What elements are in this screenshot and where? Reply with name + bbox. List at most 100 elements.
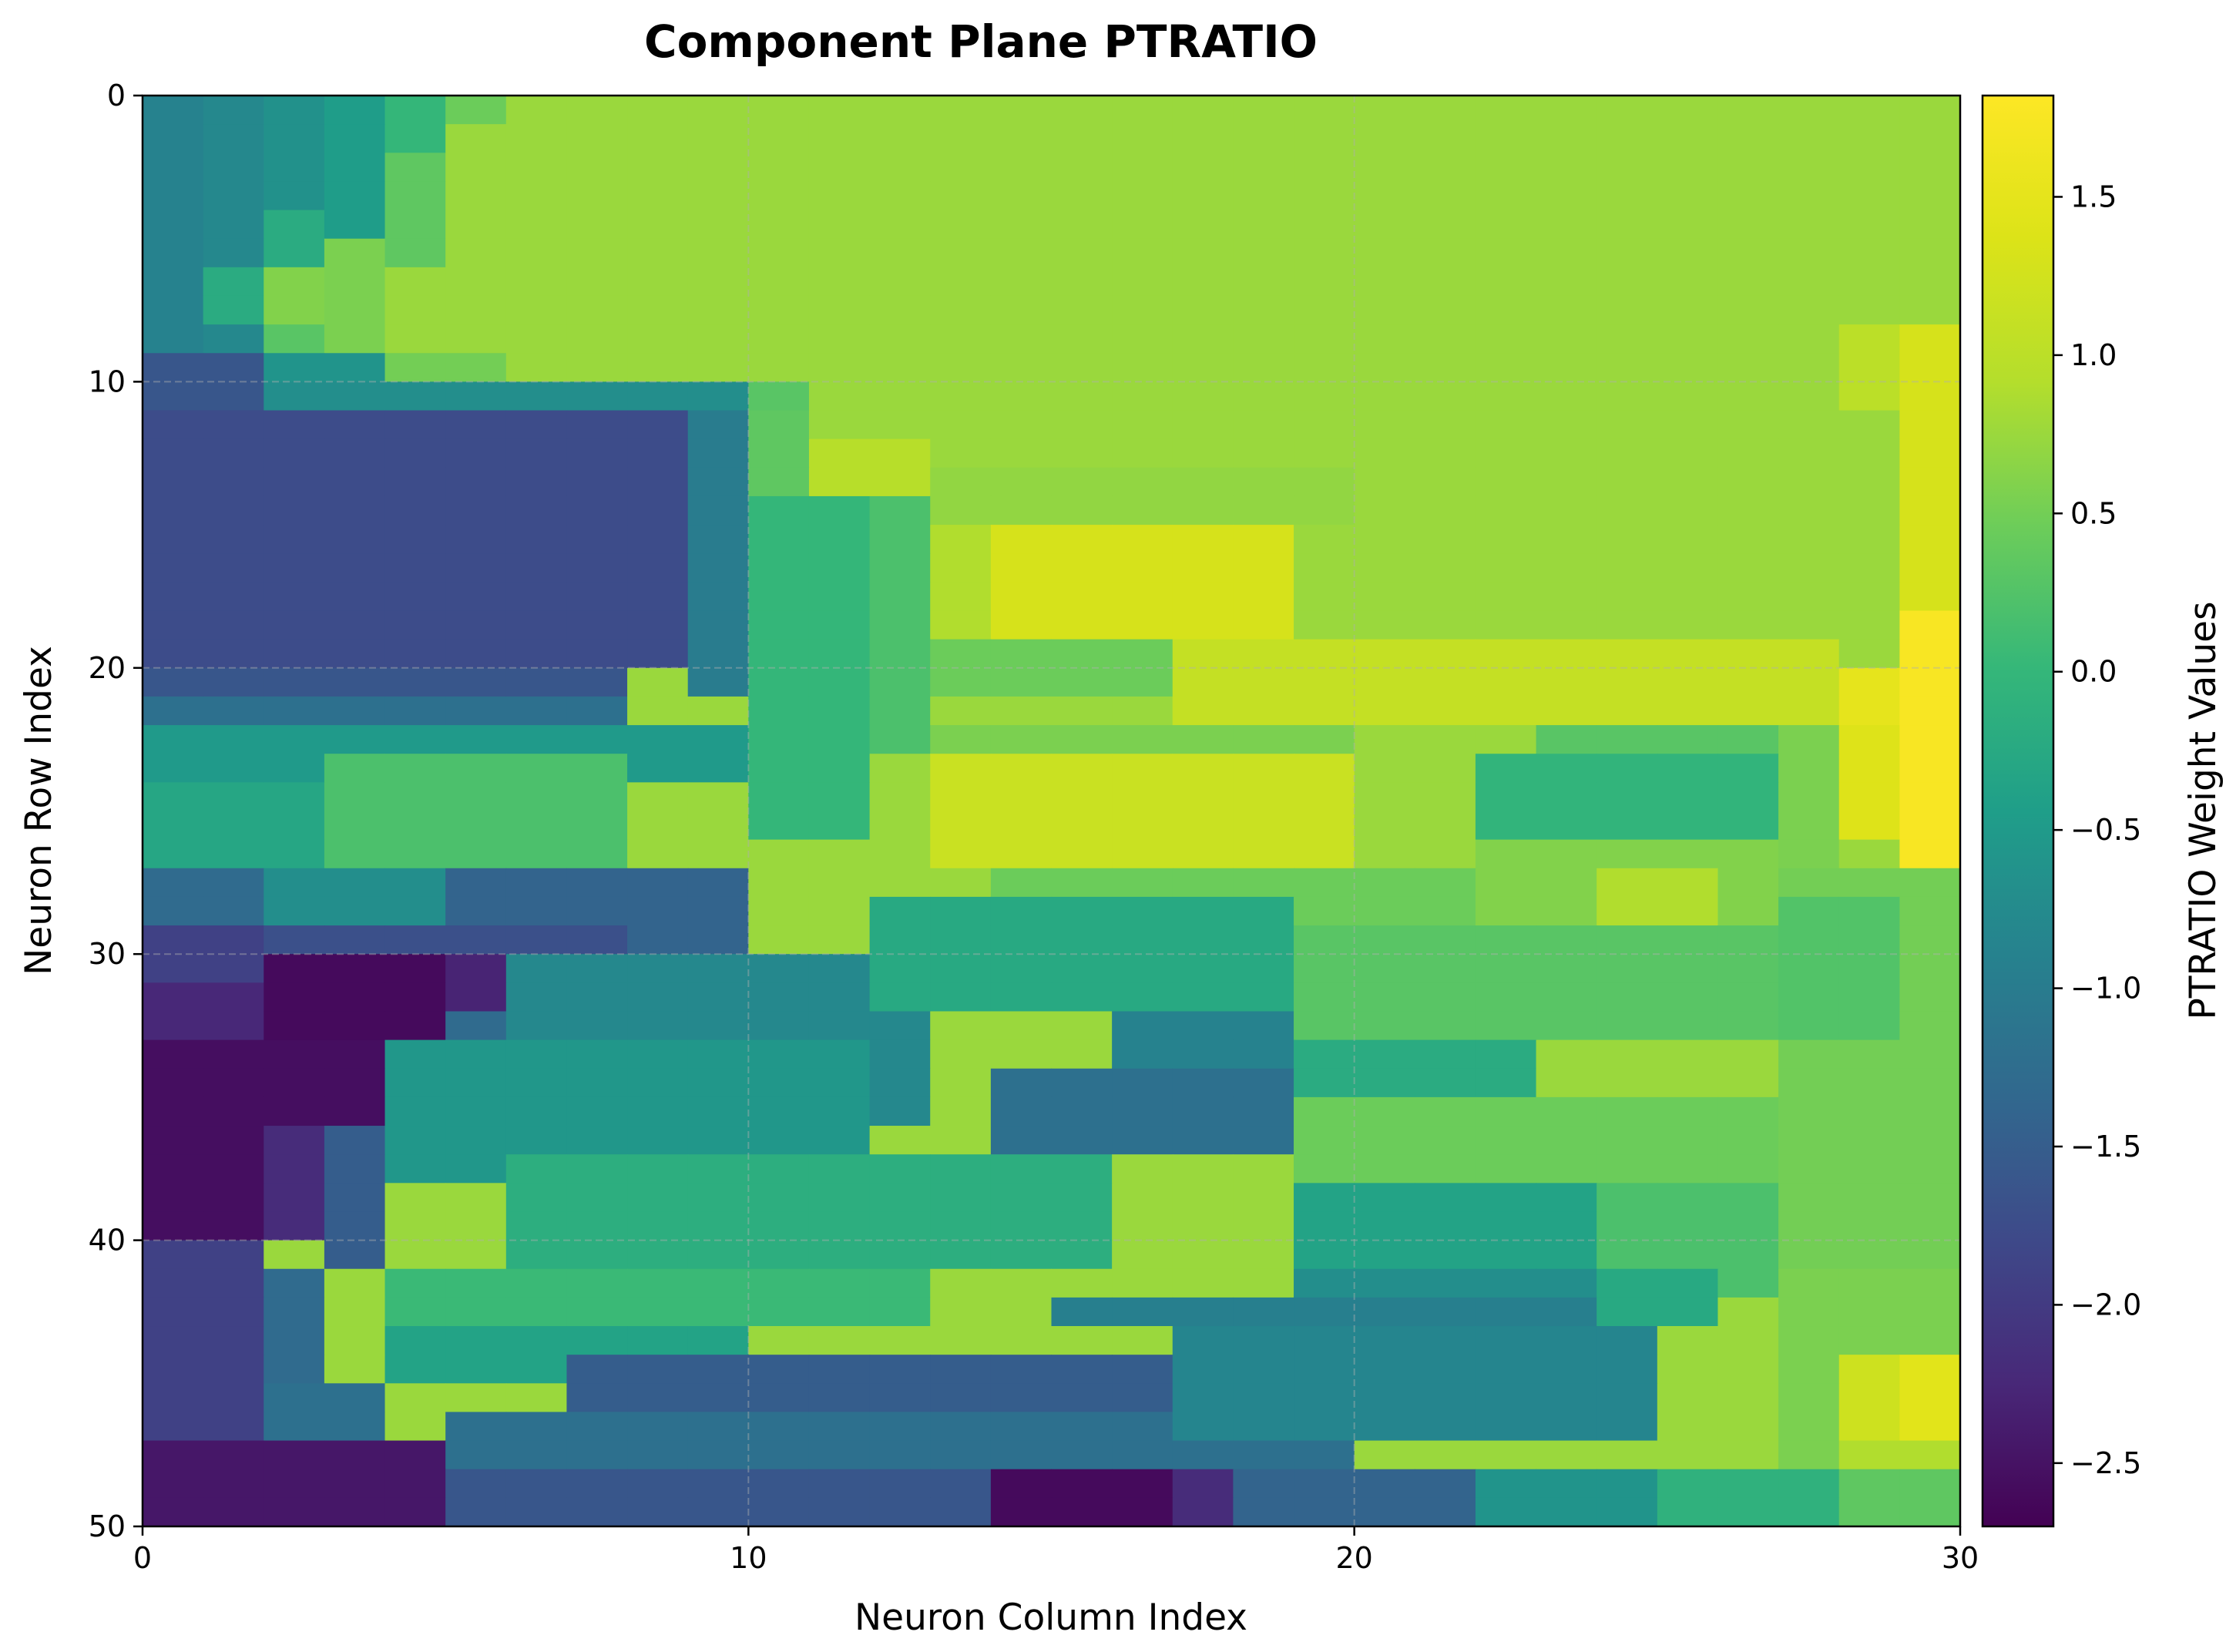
- heatmap-cell: [930, 982, 992, 1012]
- heatmap-cell: [1838, 1326, 1900, 1355]
- heatmap-cell: [324, 582, 386, 612]
- heatmap-cell: [1778, 1154, 1840, 1184]
- heatmap-cell: [1415, 267, 1476, 297]
- heatmap-cell: [1717, 1240, 1779, 1270]
- heatmap-cell: [1294, 295, 1355, 325]
- heatmap-cell: [445, 124, 507, 153]
- heatmap-cell: [748, 1326, 810, 1355]
- heatmap-cell: [445, 754, 507, 783]
- heatmap-cell: [1778, 1355, 1840, 1384]
- x-axis-label: Neuron Column Index: [854, 1597, 1247, 1639]
- heatmap-cell: [930, 1039, 992, 1069]
- heatmap-cell: [505, 1355, 568, 1384]
- heatmap-cell: [1475, 1211, 1537, 1241]
- heatmap-cell: [1536, 1011, 1597, 1041]
- heatmap-cell: [869, 639, 931, 669]
- heatmap-cell: [1838, 267, 1900, 297]
- heatmap-cell: [1354, 811, 1415, 841]
- heatmap-cell: [627, 181, 689, 211]
- heatmap-cell: [1475, 1011, 1537, 1041]
- heatmap-cell: [203, 553, 264, 583]
- heatmap-cell: [384, 954, 446, 983]
- heatmap-cell: [1717, 467, 1779, 497]
- heatmap-cell: [445, 96, 507, 125]
- heatmap-cell: [1717, 410, 1779, 440]
- heatmap-cell: [1596, 1096, 1658, 1127]
- heatmap-cell: [203, 267, 264, 297]
- heatmap-cell: [566, 868, 628, 898]
- heatmap-cell: [1657, 982, 1719, 1012]
- heatmap-cell: [748, 1440, 810, 1470]
- heatmap-cell: [1596, 925, 1658, 955]
- heatmap-cell: [445, 467, 507, 497]
- heatmap-cell: [143, 1039, 204, 1069]
- heatmap-cell: [687, 1497, 749, 1527]
- heatmap-cell: [384, 1154, 446, 1184]
- heatmap-cell: [990, 1011, 1053, 1041]
- heatmap-cell: [687, 1440, 749, 1470]
- heatmap-cell: [203, 667, 264, 697]
- heatmap-cell: [1778, 324, 1840, 354]
- heatmap-cell: [384, 696, 446, 726]
- heatmap-cell: [1596, 982, 1658, 1012]
- heatmap-cell: [1354, 782, 1415, 812]
- heatmap-cell: [1475, 754, 1537, 783]
- heatmap-cell: [1899, 839, 1961, 869]
- heatmap-cell: [808, 1268, 871, 1298]
- heatmap-cell: [505, 1096, 568, 1127]
- heatmap-cell: [1233, 725, 1294, 754]
- heatmap-cell: [1475, 353, 1537, 382]
- heatmap-cell: [1172, 353, 1234, 382]
- heatmap-cell: [1294, 353, 1355, 382]
- heatmap-cell: [1838, 1412, 1900, 1442]
- heatmap-cell: [1354, 1068, 1415, 1098]
- heatmap-cell: [1415, 1268, 1476, 1298]
- heatmap-cell: [445, 495, 507, 525]
- heatmap-cell: [1112, 954, 1173, 983]
- heatmap-cell: [143, 553, 204, 583]
- heatmap-cell: [1596, 868, 1658, 898]
- heatmap-cell: [143, 353, 204, 382]
- heatmap-cell: [445, 1068, 507, 1098]
- heatmap-cell: [1415, 181, 1476, 211]
- heatmap-cell: [1112, 1469, 1173, 1499]
- heatmap-cell: [1233, 467, 1294, 497]
- heatmap-cell: [1657, 1240, 1719, 1270]
- heatmap-cell: [1051, 1412, 1113, 1442]
- heatmap-cell: [1051, 353, 1113, 382]
- heatmap-cell: [1294, 153, 1355, 183]
- heatmap-cell: [1051, 438, 1113, 468]
- heatmap-cell: [869, 582, 931, 612]
- heatmap-cell: [1172, 1326, 1234, 1355]
- heatmap-cell: [1112, 1497, 1173, 1527]
- heatmap-cell: [687, 1011, 749, 1041]
- y-tick-label: 0: [107, 79, 126, 112]
- heatmap-cell: [1354, 982, 1415, 1012]
- heatmap-cell: [990, 1440, 1053, 1470]
- heatmap-cell: [1475, 1383, 1537, 1413]
- heatmap-cell: [687, 381, 749, 411]
- heatmap-cell: [1717, 1326, 1779, 1355]
- heatmap-cell: [1112, 925, 1173, 955]
- heatmap-cell: [1112, 1383, 1173, 1413]
- heatmap-cell: [1172, 782, 1234, 812]
- heatmap-cell: [930, 1297, 992, 1327]
- heatmap-cell: [869, 210, 931, 240]
- heatmap-cell: [1899, 582, 1961, 612]
- heatmap-cell: [990, 181, 1053, 211]
- heatmap-cell: [1717, 324, 1779, 354]
- heatmap-cell: [748, 295, 810, 325]
- heatmap-cell: [1536, 1412, 1597, 1442]
- heatmap-cell: [687, 1383, 749, 1413]
- heatmap-cell: [1536, 181, 1597, 211]
- heatmap-cell: [324, 1068, 386, 1098]
- heatmap-cell: [505, 1268, 568, 1298]
- heatmap-cell: [687, 210, 749, 240]
- heatmap-cell: [1051, 1469, 1113, 1499]
- heatmap-cell: [1899, 1497, 1961, 1527]
- heatmap-cell: [1717, 295, 1779, 325]
- heatmap-cell: [990, 553, 1053, 583]
- heatmap-cell: [1657, 238, 1719, 268]
- heatmap-cell: [1657, 96, 1719, 125]
- heatmap-cell: [1415, 1039, 1476, 1069]
